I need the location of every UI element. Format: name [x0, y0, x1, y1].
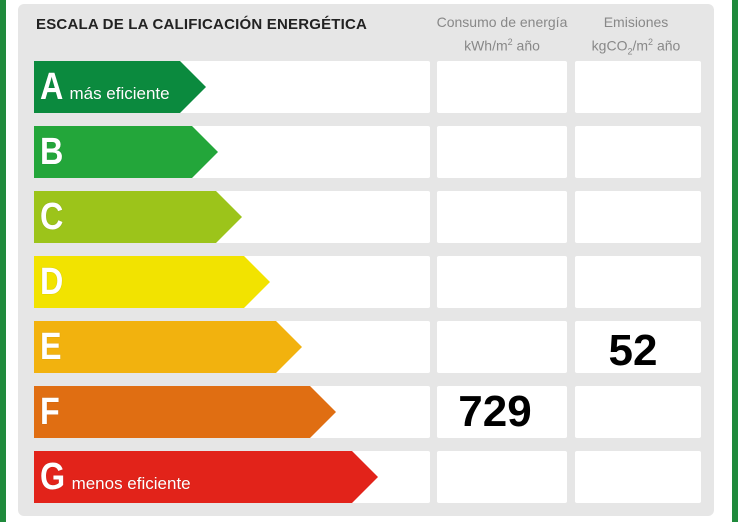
rating-letter: B [40, 131, 64, 173]
emisiones-header: Emisiones kgCO2/m2 año [569, 12, 703, 61]
consumo-header-label: Consumo de energía [436, 14, 568, 30]
rating-letter: F [40, 391, 60, 433]
rating-arrow-f: F [34, 386, 336, 438]
consumo-header: Consumo de energía kWh/m2 año [432, 12, 572, 56]
rating-label: más eficiente [69, 84, 170, 103]
rating-label: menos eficiente [71, 474, 191, 493]
emisiones-cell-f [575, 386, 701, 438]
emisiones-header-label: Emisiones [603, 14, 669, 30]
rating-letter: C [40, 196, 64, 238]
consumo-cell-a [437, 61, 567, 113]
consumo-cell-e [437, 321, 567, 373]
consumo-cell-d [437, 256, 567, 308]
rating-arrow-b: B [34, 126, 218, 178]
emisiones-cell-a [575, 61, 701, 113]
emisiones-cell-e [575, 321, 701, 373]
consumo-cell-c [437, 191, 567, 243]
rating-letter: G [40, 456, 66, 498]
rating-letter: D [40, 261, 64, 303]
consumo-value: 729 [458, 387, 532, 436]
emisiones-cell-c [575, 191, 701, 243]
emisiones-header-unit: kgCO2/m2 año [591, 37, 681, 57]
consumo-cell-b [437, 126, 567, 178]
emisiones-cell-b [575, 126, 701, 178]
emisiones-cell-g [575, 451, 701, 503]
page-title: ESCALA DE LA CALIFICACIÓN ENERGÉTICA [36, 16, 368, 33]
rating-arrow-e: E [34, 321, 302, 373]
rating-arrow-c: C [34, 191, 242, 243]
consumo-cell-f [437, 386, 567, 438]
rating-arrow-d: D [34, 256, 270, 308]
consumo-cell-g [437, 451, 567, 503]
rating-letter: E [40, 326, 62, 368]
emisiones-value: 52 [608, 326, 658, 375]
consumo-header-unit: kWh/m2 año [464, 37, 540, 54]
emisiones-cell-d [575, 256, 701, 308]
rating-letter: A [40, 66, 64, 108]
